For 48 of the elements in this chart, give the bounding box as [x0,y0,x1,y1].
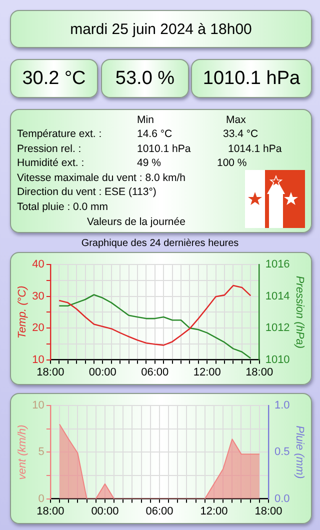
text: Total pluie : 0.0 mm [17,200,108,212]
text: 33.4 °C [223,128,258,140]
chart-title: Graphique des 24 dernières heures [80,238,240,249]
y2-axis-title: Pression (hPa) [293,276,306,349]
text: 14.6 °C [137,128,172,140]
text: 49 % [137,157,161,169]
text: Température ext. : [17,128,102,140]
x-tick-label: 00:00 [88,366,116,378]
text: Vitesse maximale du vent : 8.0 km/h [17,172,186,184]
text: Humidité ext. : [17,157,84,169]
text: 53.0 % [101,59,189,98]
y2-tick-label: 0.5 [274,446,290,458]
x-tick-label: 18:00 [36,505,64,518]
text: 1010.1 hPa [191,59,312,98]
y2-axis-title: Pluie (mm) [293,426,306,480]
y2-tick-label: 1010 [265,354,290,366]
text: Pression rel. : [17,142,82,154]
y2-tick-label: 1016 [265,258,290,271]
x-tick-label: 00:00 [91,505,119,518]
y2-tick-label: 0.0 [274,492,290,505]
y2-tick-label: 1014 [265,290,290,302]
x-tick-label: 12:00 [200,505,228,518]
y-tick-label: 30 [32,290,44,302]
text: 30.2 °C [10,59,98,98]
y-axis-title: Temp. (°C) [16,285,29,339]
text: 1010.1 hPa [137,142,191,154]
x-tick-label: 06:00 [146,505,174,518]
y-tick-label: 20 [32,322,44,334]
text: 1014.1 hPa [228,142,282,154]
x-tick-label: 12:00 [193,366,221,378]
x-tick-label: 18:00 [36,366,64,378]
x-tick-label: 18:00 [254,505,282,518]
y2-tick-label: 1012 [265,322,290,334]
y-tick-label: 40 [32,258,44,271]
x-tick-label: 18:00 [246,366,274,378]
text: Valeurs de la journée [87,216,186,228]
text: Max [226,114,246,126]
y-axis-title: vent (km/h) [16,424,29,480]
y-tick-label: 10 [32,400,44,412]
y-tick-label: 0 [38,492,44,505]
y-tick-label: 5 [38,446,44,458]
text: mardi 25 juin 2024 à 18h00 [10,10,312,48]
x-tick-label: 06:00 [141,366,169,378]
y-tick-label: 10 [32,354,44,366]
text: Direction du vent : ESE (113°) [17,186,156,198]
text: 100 % [217,157,247,169]
text: Min [137,114,154,126]
y2-tick-label: 1.0 [274,400,290,412]
